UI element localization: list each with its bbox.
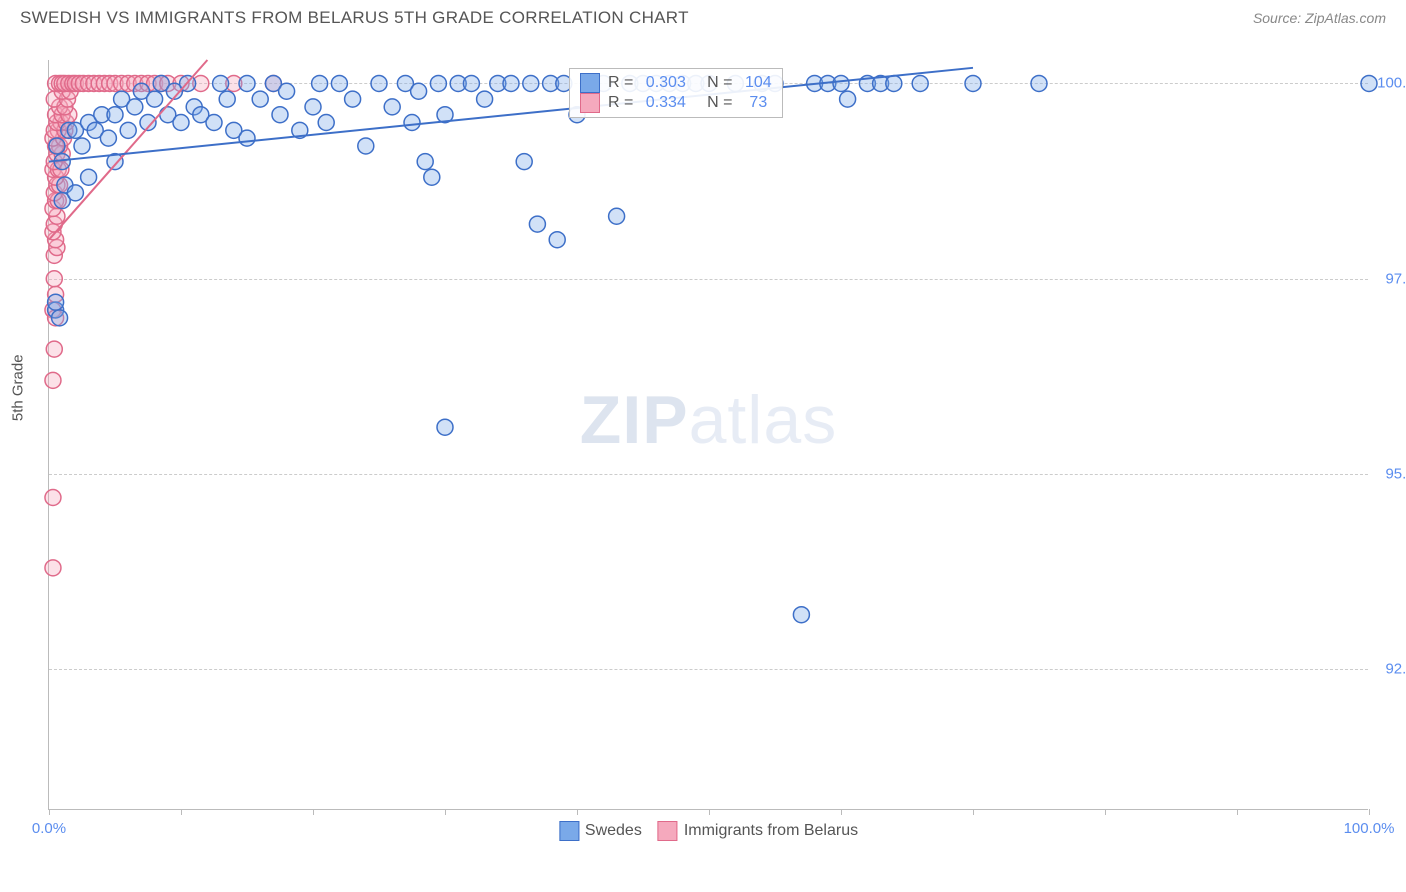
scatter-point (549, 232, 565, 248)
y-tick-label: 97.5% (1373, 270, 1406, 287)
scatter-point (81, 169, 97, 185)
scatter-point (239, 75, 255, 91)
scatter-point (127, 99, 143, 115)
correlation-legend: R = 0.303 N = 104R = 0.334 N = 73 (569, 68, 783, 118)
scatter-point (48, 294, 64, 310)
legend-r-value: 0.334 (646, 94, 686, 112)
scatter-point (523, 75, 539, 91)
plot-area: ZIPatlas R = 0.303 N = 104R = 0.334 N = … (48, 60, 1368, 810)
scatter-point (74, 138, 90, 154)
y-axis-label: 5th Grade (10, 354, 27, 421)
legend-swatch (580, 73, 600, 93)
scatter-point (46, 271, 62, 287)
scatter-point (833, 75, 849, 91)
scatter-point (46, 341, 62, 357)
scatter-point (371, 75, 387, 91)
legend-r-label: R = (608, 74, 638, 92)
scatter-point (67, 185, 83, 201)
scatter-point (49, 138, 65, 154)
correlation-legend-row: R = 0.303 N = 104 (580, 73, 772, 93)
scatter-point (120, 122, 136, 138)
legend-swatch (580, 93, 600, 113)
legend-label: Immigrants from Belarus (684, 822, 858, 840)
chart-source: Source: ZipAtlas.com (1253, 10, 1386, 26)
scatter-point (272, 107, 288, 123)
scatter-point (173, 115, 189, 131)
scatter-point (45, 560, 61, 576)
scatter-point (147, 91, 163, 107)
legend-r-value: 0.303 (646, 74, 686, 92)
scatter-point (609, 208, 625, 224)
scatter-point (793, 607, 809, 623)
scatter-point (430, 75, 446, 91)
chart-title: SWEDISH VS IMMIGRANTS FROM BELARUS 5TH G… (20, 8, 689, 28)
scatter-point (1031, 75, 1047, 91)
scatter-point (437, 419, 453, 435)
scatter-point (965, 75, 981, 91)
scatter-point (404, 115, 420, 131)
scatter-point (252, 91, 268, 107)
scatter-svg (49, 60, 1369, 810)
scatter-point (206, 115, 222, 131)
x-tick (181, 809, 182, 815)
scatter-point (305, 99, 321, 115)
y-tick-label: 92.5% (1373, 661, 1406, 678)
x-tick (577, 809, 578, 815)
x-tick (709, 809, 710, 815)
scatter-point (384, 99, 400, 115)
scatter-point (100, 130, 116, 146)
scatter-point (219, 91, 235, 107)
scatter-point (331, 75, 347, 91)
x-tick (445, 809, 446, 815)
correlation-legend-row: R = 0.334 N = 73 (580, 93, 772, 113)
scatter-point (358, 138, 374, 154)
scatter-point (417, 154, 433, 170)
scatter-point (52, 310, 68, 326)
scatter-point (312, 75, 328, 91)
y-tick-label: 100.0% (1373, 75, 1406, 92)
legend-swatch (559, 821, 579, 841)
scatter-point (239, 130, 255, 146)
x-tick-label: 0.0% (32, 820, 66, 837)
scatter-point (912, 75, 928, 91)
series-legend: Swedes Immigrants from Belarus (559, 821, 858, 841)
scatter-point (45, 372, 61, 388)
scatter-point (107, 107, 123, 123)
x-tick (1369, 809, 1370, 815)
legend-n-label: N = (694, 74, 737, 92)
x-tick (313, 809, 314, 815)
x-tick (973, 809, 974, 815)
legend-swatch (658, 821, 678, 841)
legend-item: Swedes (559, 821, 642, 841)
scatter-point (45, 490, 61, 506)
scatter-point (529, 216, 545, 232)
scatter-point (318, 115, 334, 131)
scatter-point (424, 169, 440, 185)
scatter-point (345, 91, 361, 107)
y-tick-label: 95.0% (1373, 466, 1406, 483)
scatter-point (463, 75, 479, 91)
scatter-point (840, 91, 856, 107)
x-tick (1237, 809, 1238, 815)
scatter-point (886, 75, 902, 91)
legend-n-label: N = (694, 94, 737, 112)
scatter-point (516, 154, 532, 170)
x-tick-label: 100.0% (1344, 820, 1395, 837)
x-tick (49, 809, 50, 815)
legend-n-value: 73 (745, 94, 767, 112)
legend-n-value: 104 (745, 74, 772, 92)
scatter-point (279, 83, 295, 99)
x-tick (1105, 809, 1106, 815)
scatter-point (213, 75, 229, 91)
legend-item: Immigrants from Belarus (658, 821, 858, 841)
legend-label: Swedes (585, 822, 642, 840)
scatter-point (477, 91, 493, 107)
scatter-point (503, 75, 519, 91)
chart-header: SWEDISH VS IMMIGRANTS FROM BELARUS 5TH G… (0, 0, 1406, 32)
legend-r-label: R = (608, 94, 638, 112)
x-tick (841, 809, 842, 815)
scatter-point (411, 83, 427, 99)
